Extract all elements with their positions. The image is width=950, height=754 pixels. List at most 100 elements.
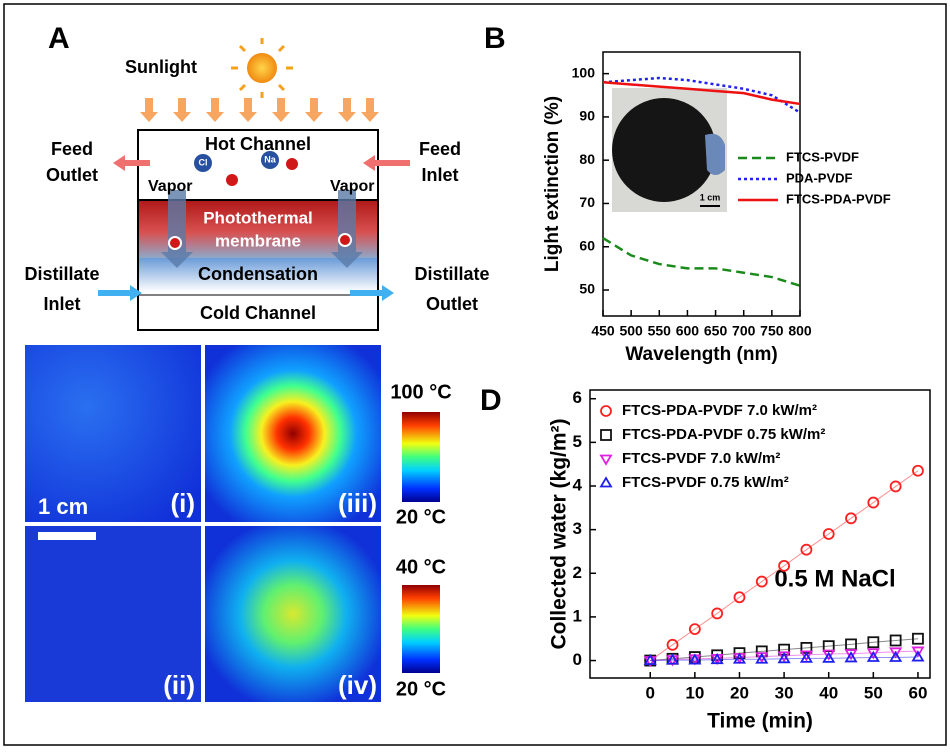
- legend-swatch: [599, 454, 613, 466]
- y-tick-label: 80: [579, 151, 595, 167]
- y-tick-label: 50: [579, 281, 595, 297]
- schematic: Sunlight Cl Na Hot Channel Vapor Vapor P…: [24, 38, 490, 331]
- marker: [844, 651, 858, 663]
- x-tick-label: 10: [685, 683, 704, 702]
- label: Sunlight: [125, 57, 197, 77]
- marker: [643, 653, 657, 665]
- flow-arrow: [350, 285, 394, 301]
- series-line: [650, 638, 918, 662]
- label: Distillate: [24, 264, 99, 284]
- ion: [261, 151, 279, 169]
- marker: [711, 607, 724, 620]
- water: [168, 236, 182, 250]
- colorbar-label: 20 °C: [396, 678, 446, 700]
- annotation: 0.5 M NaCl: [774, 565, 895, 592]
- marker: [777, 652, 791, 664]
- marker: [688, 653, 702, 665]
- label: Distillate: [414, 264, 489, 284]
- y-tick-label: 0: [573, 650, 582, 669]
- x-axis-label: Wavelength (nm): [625, 344, 777, 365]
- marker: [710, 652, 724, 665]
- thermal-image: [205, 345, 381, 522]
- marker: [866, 650, 880, 662]
- colorbar: [402, 412, 440, 502]
- scale-bar: [38, 532, 96, 540]
- water: [284, 156, 300, 172]
- legend-label: FTCS-PDA-PVDF 7.0 kW/m²: [622, 402, 817, 419]
- label: Feed: [51, 139, 93, 159]
- marker: [666, 638, 679, 651]
- label: Vapor: [330, 178, 374, 195]
- x-axis-label: Time (min): [707, 710, 813, 733]
- marker: [665, 653, 680, 665]
- marker: [867, 496, 880, 509]
- image-label: (iv): [338, 670, 377, 700]
- panel-label: B: [484, 22, 506, 55]
- y-axis-label: Light extinction (%): [542, 96, 563, 272]
- label: membrane: [215, 231, 301, 250]
- y-tick-label: 2: [573, 563, 582, 582]
- marker: [867, 636, 880, 649]
- panel-label: D: [480, 384, 502, 417]
- legend-label: FTCS-PDA-PVDF: [786, 191, 891, 206]
- inset-scale: 1 cm: [700, 192, 721, 202]
- marker: [800, 543, 813, 556]
- x-tick-label: 800: [788, 323, 812, 339]
- x-tick-label: 50: [864, 683, 883, 702]
- marker: [822, 651, 836, 663]
- marker: [732, 652, 747, 664]
- label: Condensation: [198, 264, 318, 284]
- x-tick-label: 30: [775, 683, 794, 702]
- marker: [889, 650, 903, 662]
- colorbar-label: 20 °C: [396, 506, 446, 528]
- marker: [911, 650, 925, 662]
- sun: [247, 53, 277, 83]
- membrane-disc: [612, 98, 716, 202]
- marker: [889, 647, 903, 659]
- x-tick-label: 600: [676, 323, 700, 339]
- image-label: (iii): [338, 488, 377, 518]
- water: [338, 233, 352, 247]
- y-tick-label: 100: [572, 64, 596, 80]
- marker: [799, 651, 813, 663]
- y-axis-label: Collected water (kg/m²): [548, 418, 571, 649]
- image-label: (ii): [163, 670, 195, 700]
- label: Outlet: [46, 165, 98, 185]
- x-tick-label: 700: [732, 323, 756, 339]
- series-line: [649, 470, 919, 661]
- series-line: [602, 237, 801, 287]
- label: Cold Channel: [200, 303, 316, 323]
- thermal-image: [25, 345, 201, 522]
- label: Photothermal: [203, 208, 313, 227]
- thermal-images: 1 cm (i) (ii) (iii) (iv) 100 °C 20 °C 40…: [25, 345, 452, 702]
- marker: [755, 652, 769, 664]
- water: [224, 172, 240, 188]
- marker: [778, 559, 790, 572]
- ion: [194, 154, 212, 172]
- x-tick-label: 60: [908, 683, 927, 702]
- marker: [688, 623, 701, 636]
- y-tick-label: 90: [579, 108, 595, 124]
- marker: [822, 649, 836, 661]
- marker: [845, 512, 857, 525]
- legend-label: FTCS-PVDF 0.75 kW/m²: [622, 474, 789, 491]
- legend-label: FTCS-PVDF: [786, 149, 859, 164]
- marker: [866, 648, 880, 660]
- vapor-arrow: [331, 190, 363, 268]
- x-tick-label: 550: [648, 323, 672, 339]
- colorbar-label: 40 °C: [396, 556, 446, 578]
- legend-label: PDA-PVDF: [786, 170, 853, 185]
- flow-arrow: [363, 155, 410, 171]
- legend-swatch: [599, 476, 613, 488]
- marker: [822, 528, 835, 540]
- legend-swatch: [600, 405, 612, 417]
- flow-arrow: [98, 285, 142, 301]
- plot-frame: [589, 389, 931, 679]
- x-tick-label: 650: [704, 323, 728, 339]
- light-arrows: [140, 98, 379, 122]
- legend-label: FTCS-PDA-PVDF 0.75 kW/m²: [622, 426, 825, 443]
- x-tick-label: 750: [760, 323, 784, 339]
- y-tick-label: 5: [573, 432, 582, 451]
- y-tick-label: 70: [579, 194, 595, 210]
- label: Inlet: [43, 294, 80, 314]
